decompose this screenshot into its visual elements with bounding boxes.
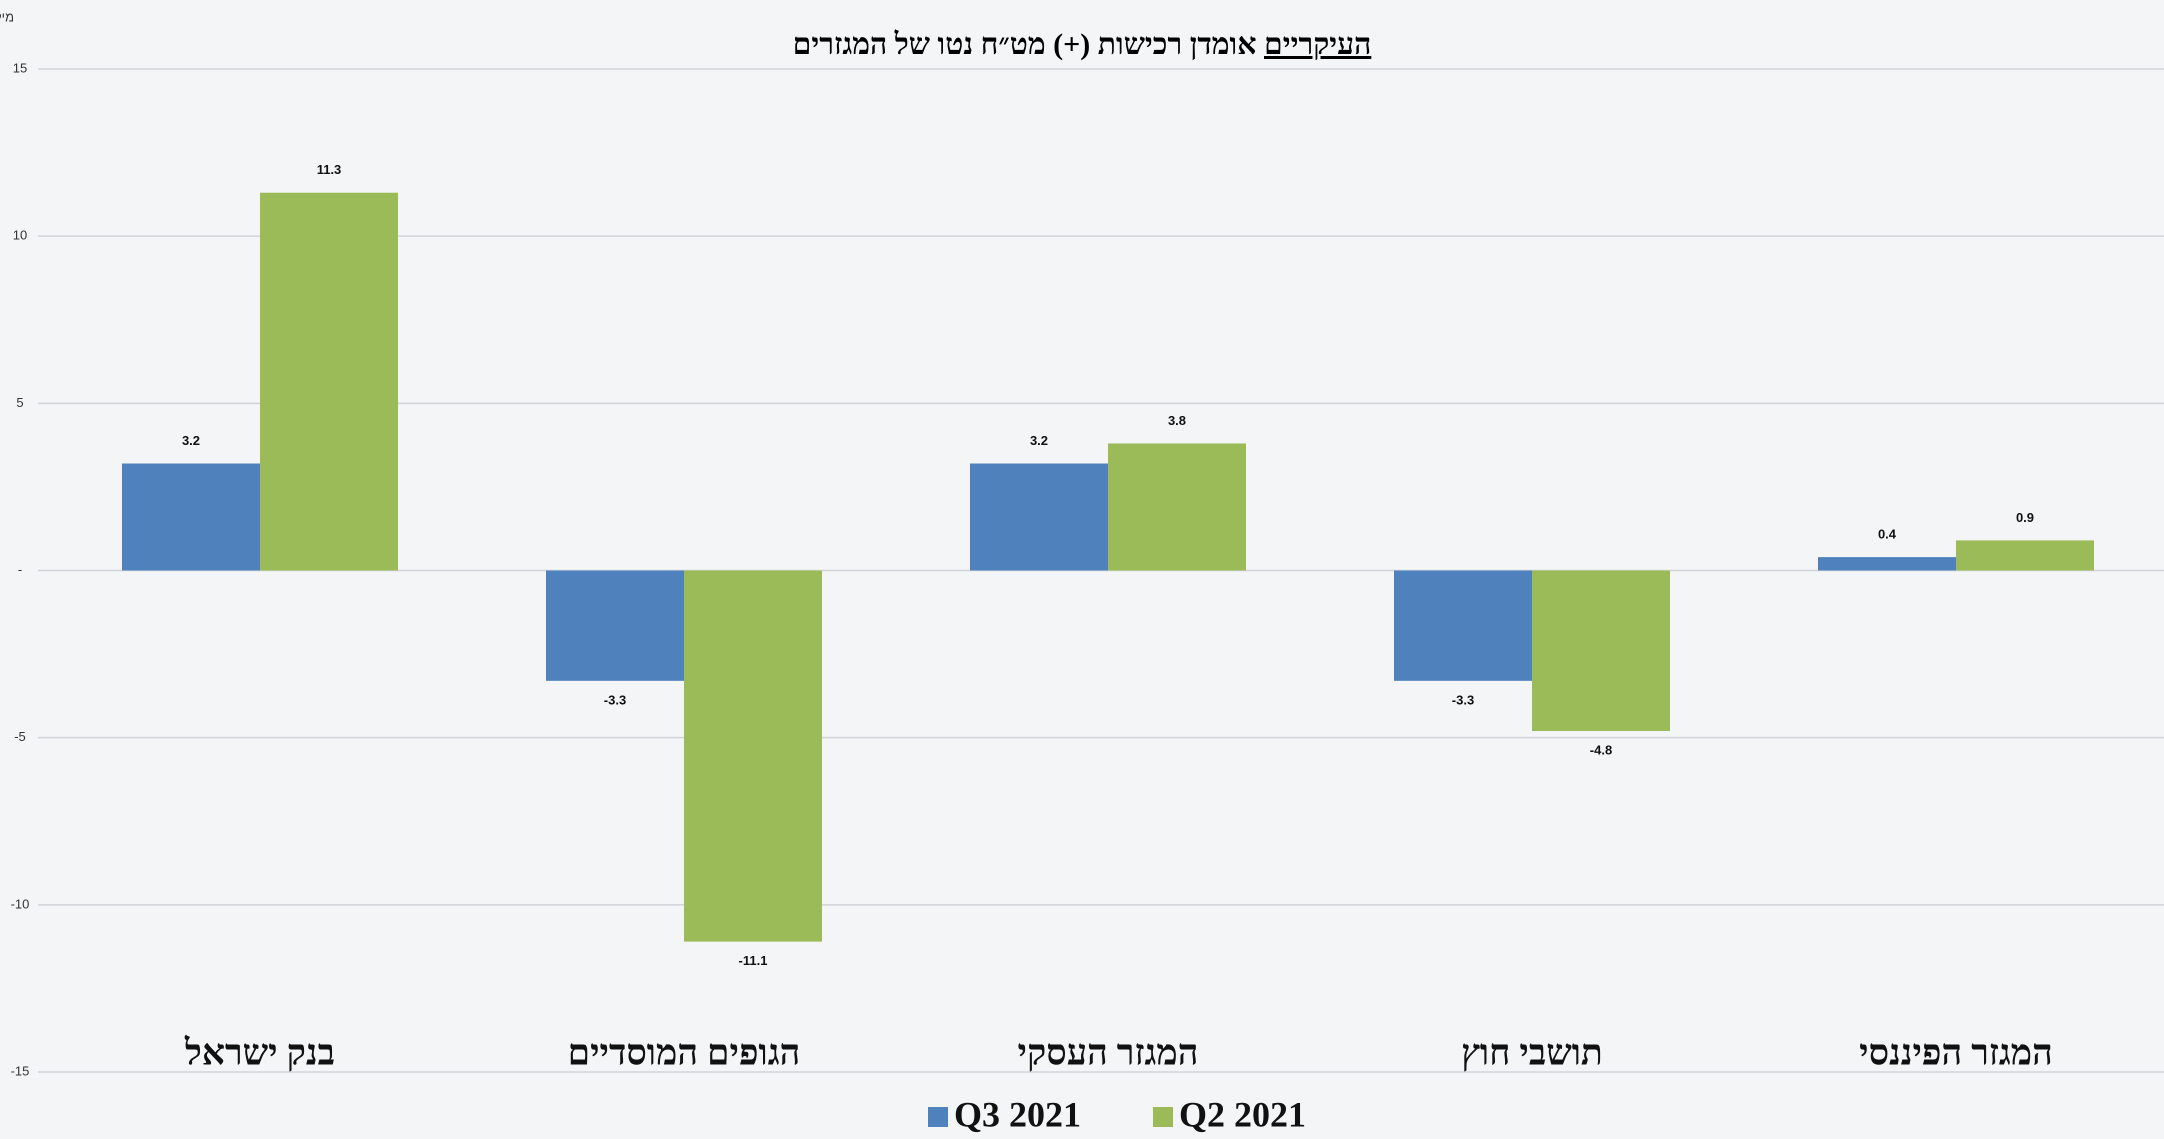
bar — [684, 570, 822, 942]
bar — [1108, 443, 1246, 571]
chart-title: העיקריים אומדן רכישות (+) מט״ח נטו של המ… — [793, 28, 1372, 61]
value-label: 0.9 — [2016, 510, 2034, 525]
value-label: -4.8 — [1590, 742, 1612, 757]
x-tick-label: תושבי חוץ — [1461, 1032, 1603, 1072]
y-tick-label: 5 — [16, 395, 23, 410]
bar — [546, 570, 684, 681]
y-tick-label: -15 — [11, 1063, 30, 1078]
title-emphasis: העיקריים — [1264, 28, 1371, 61]
legend-label: Q2 2021 — [1179, 1094, 1306, 1134]
legend-swatch — [1153, 1107, 1173, 1127]
value-label: 0.4 — [1878, 527, 1897, 542]
bar — [1956, 540, 2094, 571]
y-tick-label: 10 — [13, 228, 27, 243]
x-tick-label: המגזר העסקי — [1018, 1032, 1199, 1072]
bar — [260, 192, 398, 571]
y-tick-label: - — [18, 562, 22, 577]
x-tick-label: המגזר הפיננסי — [1859, 1032, 2053, 1072]
y-tick-label: -10 — [11, 896, 30, 911]
x-tick-label: הגופים המוסדיים — [568, 1032, 801, 1072]
title-main: אומדן רכישות (+) מט״ח נטו של המגזרים — [793, 28, 1257, 61]
bar — [970, 463, 1108, 571]
value-label: -11.1 — [739, 953, 768, 968]
value-label: 11.3 — [317, 162, 342, 177]
legend-label: Q3 2021 — [954, 1094, 1081, 1134]
bar — [1532, 570, 1670, 731]
bar — [1818, 557, 1956, 571]
y-tick-label: 15 — [13, 60, 27, 75]
value-label: -3.3 — [604, 692, 626, 707]
y-axis-label: מיליארדי $ — [0, 9, 14, 24]
value-label: 3.2 — [182, 433, 200, 448]
value-label: 3.8 — [1168, 413, 1186, 428]
value-label: -3.3 — [1452, 692, 1474, 707]
value-label: 3.2 — [1030, 433, 1048, 448]
legend-swatch — [928, 1107, 948, 1127]
y-tick-label: -5 — [14, 729, 26, 744]
x-tick-label: בנק ישראל — [184, 1032, 335, 1072]
bar — [1394, 570, 1532, 681]
bar — [122, 463, 260, 571]
